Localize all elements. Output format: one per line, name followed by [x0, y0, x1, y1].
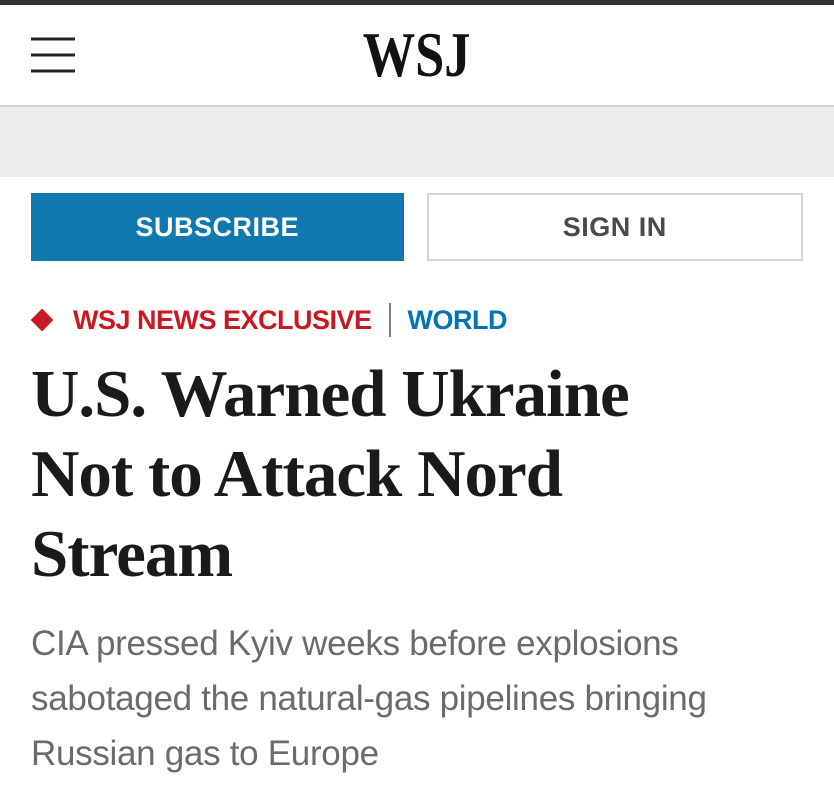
diamond-icon — [30, 308, 54, 332]
subheadline-line: Russian gas to Europe — [31, 734, 379, 773]
subheadline-line: sabotaged the natural-gas pipelines brin… — [31, 679, 707, 718]
article-headline: U.S. Warned Ukraine Not to Attack Nord S… — [31, 354, 803, 594]
section-link-world[interactable]: WORLD — [407, 304, 508, 335]
article-kicker: WSJ NEWS EXCLUSIVE WORLD — [30, 303, 803, 337]
subheadline-line: CIA pressed Kyiv weeks before explosions — [31, 624, 679, 663]
kicker-divider — [388, 303, 391, 337]
hamburger-icon — [31, 37, 75, 41]
sign-in-button[interactable]: SIGN IN — [426, 193, 803, 261]
site-header: WSJ — [0, 5, 834, 105]
headline-line: U.S. Warned Ukraine — [31, 357, 630, 431]
hamburger-icon — [31, 69, 75, 73]
article-subheadline: CIA pressed Kyiv weeks before explosions… — [31, 616, 803, 781]
hamburger-icon — [31, 53, 75, 57]
headline-line: Not to Attack Nord — [31, 437, 563, 511]
main-content: SUBSCRIBE SIGN IN WSJ NEWS EXCLUSIVE WOR… — [0, 177, 834, 781]
account-actions-row: SUBSCRIBE SIGN IN — [31, 193, 803, 261]
banner-placeholder — [0, 105, 834, 177]
wsj-logo[interactable]: WSJ — [363, 19, 471, 91]
subscribe-button[interactable]: SUBSCRIBE — [31, 193, 404, 261]
exclusive-tag: WSJ NEWS EXCLUSIVE — [73, 304, 372, 335]
menu-button[interactable] — [31, 37, 75, 73]
top-border-strip — [0, 0, 834, 5]
headline-line: Stream — [31, 517, 233, 591]
